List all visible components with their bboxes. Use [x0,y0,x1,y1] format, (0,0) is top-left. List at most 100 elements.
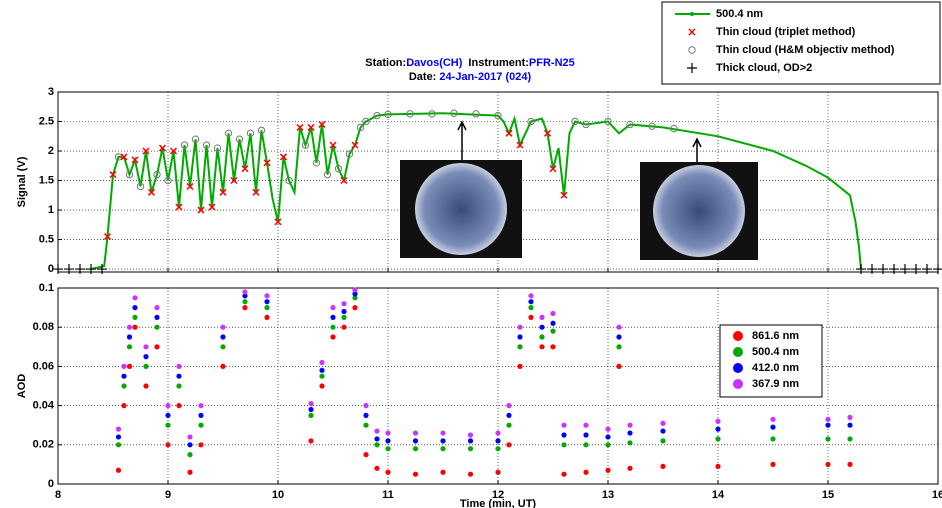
y-tick-label: 0.08 [33,321,54,333]
point [413,438,418,443]
point [319,374,324,379]
point [770,425,775,430]
point [561,423,566,428]
point [616,364,621,369]
x-tick-label: 8 [55,489,61,501]
point [583,442,588,447]
point [517,344,522,349]
point [187,452,192,457]
point [143,383,148,388]
x-tick-label: 13 [602,489,614,501]
point [319,383,324,388]
legend-swatch [733,379,743,389]
point [550,344,555,349]
point [847,423,852,428]
point [220,334,225,339]
chart: Station:Davos(CH)Instrument:PFR-N25 Date… [0,0,942,508]
point [660,464,665,469]
point [616,334,621,339]
point [770,462,775,467]
point [605,468,610,473]
point [121,403,126,408]
point [341,325,346,330]
y-tick-label: 0.1 [39,282,54,294]
point [154,344,159,349]
y-tick-label: 0.04 [33,400,55,412]
point [116,434,121,439]
y-axis-label: Signal (V) [16,156,28,207]
point [561,432,566,437]
point [308,413,313,418]
point [198,442,203,447]
point [715,436,720,441]
point [550,311,555,316]
point [220,344,225,349]
point [176,364,181,369]
point [116,442,121,447]
point [627,430,632,435]
point [385,446,390,451]
point [413,472,418,477]
point [715,419,720,424]
legend-swatch [733,363,743,373]
point [468,472,473,477]
point [176,403,181,408]
point [121,383,126,388]
point [506,403,511,408]
point [363,403,368,408]
point [715,427,720,432]
point [495,438,500,443]
point [847,415,852,420]
y-tick-label: 0.02 [33,439,54,451]
point [165,403,170,408]
legend-swatch [733,347,743,357]
point [165,442,170,447]
point [495,470,500,475]
point [116,468,121,473]
point [627,466,632,471]
point [605,427,610,432]
point [341,301,346,306]
point [770,436,775,441]
legend-label: 500.4 nm [716,8,763,20]
point [385,470,390,475]
y-axis-label: AOD [16,374,28,399]
y-tick-label: 0.06 [33,360,54,372]
x-tick-label: 14 [712,489,725,501]
point [363,452,368,457]
point [660,438,665,443]
x-tick-label: 16 [932,489,942,501]
legend-swatch [690,12,694,16]
point [660,421,665,426]
point [143,344,148,349]
point [616,344,621,349]
point [363,423,368,428]
point [413,446,418,451]
point [187,470,192,475]
point [495,446,500,451]
point [242,305,247,310]
point [495,430,500,435]
point [165,423,170,428]
x-axis-label: Time (min, UT) [460,498,537,508]
point [165,413,170,418]
point [385,430,390,435]
point [132,315,137,320]
point [385,438,390,443]
point [583,470,588,475]
point [715,464,720,469]
point [539,334,544,339]
y-tick-label: 1 [48,204,54,216]
point [506,442,511,447]
point [517,334,522,339]
point [660,428,665,433]
point [308,438,313,443]
point [506,413,511,418]
point [220,325,225,330]
y-tick-label: 3 [48,86,54,98]
point [264,293,269,298]
x-tick-label: 9 [165,489,171,501]
point [330,315,335,320]
point [176,383,181,388]
point [550,329,555,334]
